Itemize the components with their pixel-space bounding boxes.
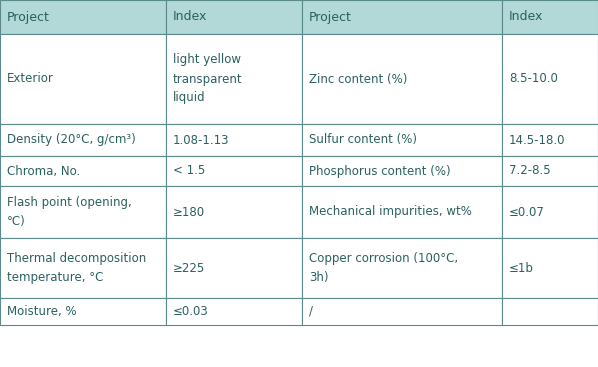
Text: 8.5-10.0: 8.5-10.0	[509, 73, 558, 86]
Text: Index: Index	[509, 11, 544, 23]
Text: ≤0.03: ≤0.03	[173, 305, 209, 318]
Text: ≥180: ≥180	[173, 206, 205, 218]
Bar	[302, 156, 502, 186]
Bar	[502, 298, 598, 325]
Text: Copper corrosion (100°C,
3h): Copper corrosion (100°C, 3h)	[309, 252, 458, 284]
Bar	[302, 124, 502, 156]
Bar	[302, 298, 502, 325]
Bar	[0, 238, 166, 298]
Text: light yellow
transparent
liquid: light yellow transparent liquid	[173, 54, 243, 105]
Bar	[0, 34, 166, 124]
Bar	[0, 186, 166, 238]
Bar	[166, 0, 302, 34]
Text: Zinc content (%): Zinc content (%)	[309, 73, 407, 86]
Text: 1.08-1.13: 1.08-1.13	[173, 134, 230, 146]
Text: /: /	[309, 305, 313, 318]
Text: Thermal decomposition
temperature, °C: Thermal decomposition temperature, °C	[7, 252, 147, 284]
Bar	[0, 298, 166, 325]
Text: < 1.5: < 1.5	[173, 164, 205, 178]
Text: Project: Project	[309, 11, 352, 23]
Bar	[502, 186, 598, 238]
Bar	[166, 238, 302, 298]
Text: ≥225: ≥225	[173, 262, 205, 275]
Bar	[0, 124, 166, 156]
Bar	[166, 186, 302, 238]
Text: 7.2-8.5: 7.2-8.5	[509, 164, 551, 178]
Text: Sulfur content (%): Sulfur content (%)	[309, 134, 417, 146]
Bar	[166, 298, 302, 325]
Text: Chroma, No.: Chroma, No.	[7, 164, 80, 178]
Text: 14.5-18.0: 14.5-18.0	[509, 134, 566, 146]
Bar	[502, 156, 598, 186]
Text: ≤1b: ≤1b	[509, 262, 534, 275]
Bar	[302, 34, 502, 124]
Bar	[502, 34, 598, 124]
Text: Index: Index	[173, 11, 208, 23]
Bar	[0, 156, 166, 186]
Text: Density (20°C, g/cm³): Density (20°C, g/cm³)	[7, 134, 136, 146]
Bar	[302, 0, 502, 34]
Text: Flash point (opening,
°C): Flash point (opening, °C)	[7, 196, 132, 228]
Bar	[502, 238, 598, 298]
Bar	[166, 34, 302, 124]
Text: ≤0.07: ≤0.07	[509, 206, 545, 218]
Bar	[302, 186, 502, 238]
Bar	[166, 124, 302, 156]
Bar	[166, 156, 302, 186]
Bar	[0, 0, 166, 34]
Bar	[502, 124, 598, 156]
Text: Phosphorus content (%): Phosphorus content (%)	[309, 164, 451, 178]
Bar	[502, 0, 598, 34]
Text: Project: Project	[7, 11, 50, 23]
Text: Moisture, %: Moisture, %	[7, 305, 77, 318]
Text: Exterior: Exterior	[7, 73, 54, 86]
Bar	[302, 238, 502, 298]
Text: Mechanical impurities, wt%: Mechanical impurities, wt%	[309, 206, 472, 218]
